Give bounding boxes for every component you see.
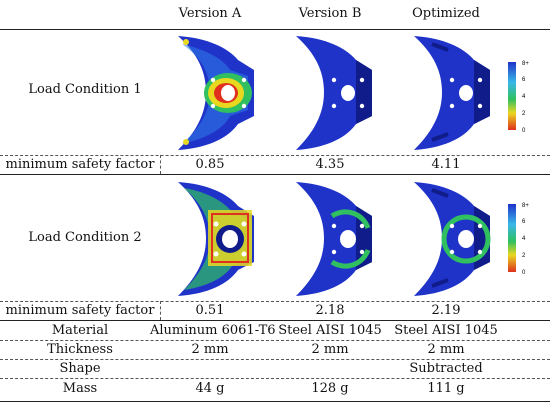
shape-optimized: Subtracted bbox=[409, 361, 483, 376]
legend-2-tick: 0 bbox=[522, 270, 526, 276]
header-optimized: Optimized bbox=[412, 6, 480, 21]
shape-label: Shape bbox=[59, 361, 101, 376]
mass-optimized: 111 g bbox=[427, 381, 465, 396]
header-version-a: Version A bbox=[178, 6, 242, 21]
safety-factor-legend-1: 8+ 6 4 2 0 bbox=[508, 61, 529, 134]
thickness-version-a: 2 mm bbox=[191, 342, 229, 357]
safety-factor-legend-2: 8+ 6 4 2 0 bbox=[508, 203, 529, 276]
legend-1-tick: 6 bbox=[522, 77, 526, 83]
load-condition-1-label: Load Condition 1 bbox=[28, 82, 142, 97]
msf-2-version-b: 2.18 bbox=[315, 303, 345, 318]
sim-version-b-load-1 bbox=[296, 36, 372, 150]
legend-2-tick: 8+ bbox=[522, 203, 529, 209]
mass-label: Mass bbox=[62, 381, 98, 396]
load-condition-2-label: Load Condition 2 bbox=[28, 230, 142, 245]
msf-1-version-b: 4.35 bbox=[315, 157, 345, 172]
sim-optimized-load-2 bbox=[414, 182, 491, 296]
msf-1-col-divider bbox=[160, 155, 161, 174]
legend-1-tick: 8+ bbox=[522, 61, 529, 67]
row-divider bbox=[0, 378, 550, 379]
msf-1-version-a: 0.85 bbox=[195, 157, 225, 172]
legend-2-tick: 2 bbox=[522, 253, 526, 259]
msf-2-col-divider bbox=[160, 301, 161, 320]
legend-1-tick: 2 bbox=[522, 111, 526, 117]
thickness-optimized: 2 mm bbox=[427, 342, 465, 357]
section-rule bbox=[0, 174, 550, 175]
legend-2-tick: 4 bbox=[522, 236, 526, 242]
msf-1-label: minimum safety factor bbox=[5, 157, 155, 172]
material-label: Material bbox=[51, 323, 109, 338]
sim-version-a-load-2 bbox=[178, 182, 254, 296]
msf-1-optimized: 4.11 bbox=[431, 157, 461, 172]
sim-version-b-load-2 bbox=[296, 182, 372, 296]
sim-optimized-load-1 bbox=[414, 36, 490, 150]
thickness-label: Thickness bbox=[47, 342, 113, 357]
mass-version-a: 44 g bbox=[195, 381, 225, 396]
legend-1-tick: 0 bbox=[522, 128, 526, 134]
msf-2-optimized: 2.19 bbox=[431, 303, 461, 318]
row-divider bbox=[0, 301, 550, 302]
msf-2-version-a: 0.51 bbox=[195, 303, 225, 318]
bottom-rule bbox=[0, 401, 550, 402]
material-optimized: Steel AISI 1045 bbox=[394, 323, 498, 338]
thickness-version-b: 2 mm bbox=[311, 342, 349, 357]
section-rule bbox=[0, 320, 550, 321]
row-divider bbox=[0, 340, 550, 341]
row-divider bbox=[0, 155, 550, 156]
sim-version-a-load-1 bbox=[178, 36, 254, 150]
legend-2-tick: 6 bbox=[522, 219, 526, 225]
header-version-b: Version B bbox=[298, 6, 362, 21]
mass-version-b: 128 g bbox=[311, 381, 349, 396]
msf-2-label: minimum safety factor bbox=[5, 303, 155, 318]
material-version-a: Aluminum 6061-T6 bbox=[150, 323, 276, 338]
material-version-b: Steel AISI 1045 bbox=[278, 323, 382, 338]
header-rule bbox=[0, 29, 550, 30]
row-divider bbox=[0, 359, 550, 360]
legend-1-tick: 4 bbox=[522, 94, 526, 100]
